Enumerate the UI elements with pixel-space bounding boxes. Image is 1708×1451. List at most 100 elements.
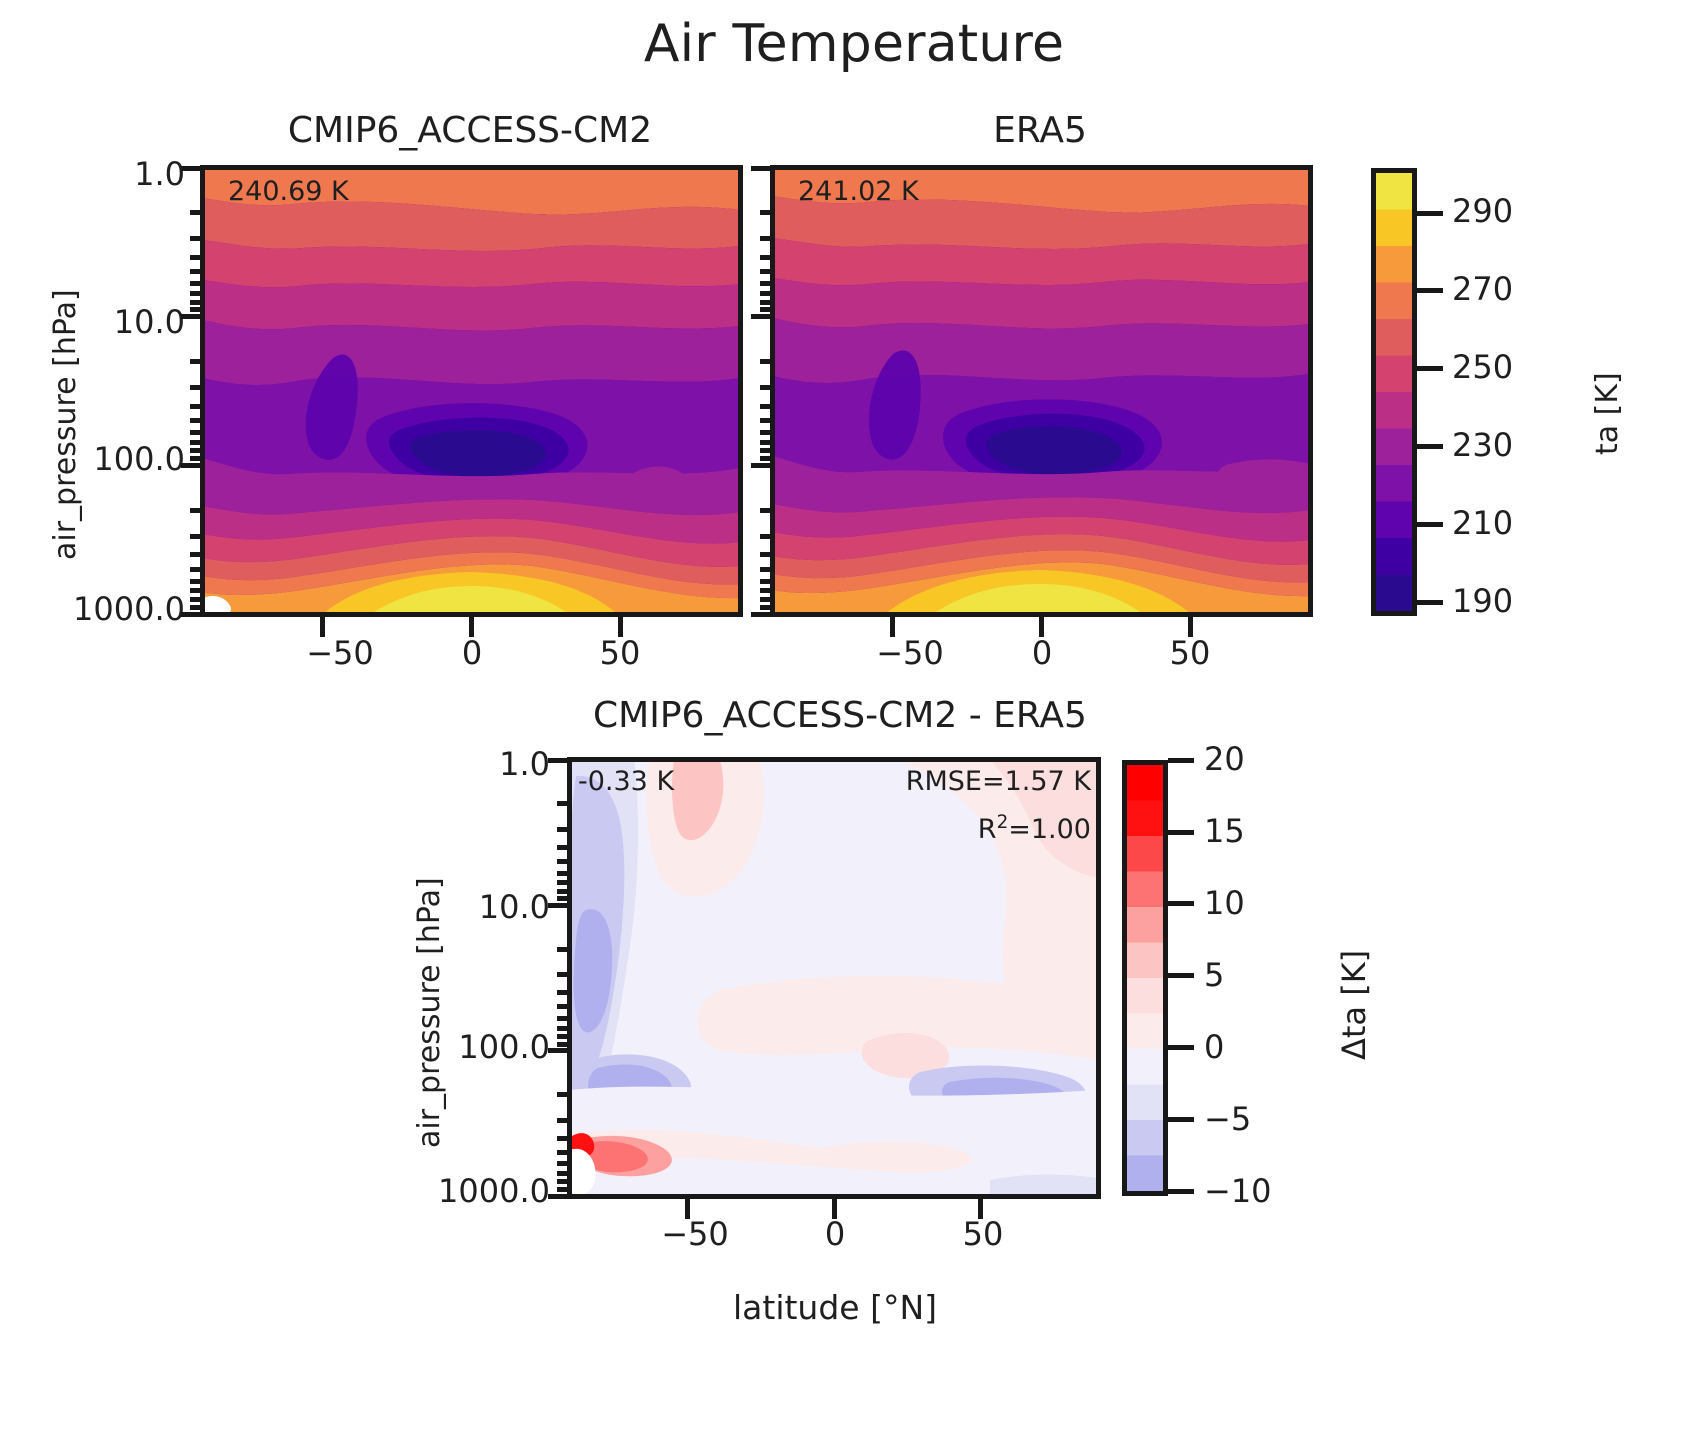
ytick-minor	[190, 597, 203, 603]
ytick-minor	[760, 210, 773, 216]
xtick-label: 50	[599, 634, 641, 672]
ytick-minor	[190, 269, 203, 275]
colorbar-tick	[1168, 1045, 1194, 1050]
colorbar-tick	[1168, 758, 1194, 763]
ytick-minor	[190, 456, 203, 462]
ytick-minor	[557, 1034, 570, 1040]
ytick-minor	[760, 403, 773, 409]
ytick-label: 10.0	[113, 303, 185, 341]
ytick-minor	[190, 307, 203, 313]
colorbar-tick	[1417, 600, 1443, 605]
plot-area-difference	[570, 760, 1098, 1196]
ytick-label: 1.0	[134, 155, 185, 193]
ytick-major	[181, 462, 203, 468]
annotation-mean-model: 240.69 K	[228, 176, 349, 207]
ytick-minor	[760, 588, 773, 594]
ytick-minor	[760, 269, 773, 275]
ytick-label: 10.0	[478, 888, 550, 926]
xtick-label: −50	[661, 1215, 729, 1253]
ytick-minor	[557, 1041, 570, 1047]
ytick-minor	[557, 1161, 570, 1167]
annotation-mean-difference: -0.33 K	[578, 766, 675, 797]
ytick-minor	[557, 1135, 570, 1141]
ytick-minor	[557, 880, 570, 886]
colorbar-tick-label: 210	[1452, 504, 1514, 542]
ytick-minor	[760, 578, 773, 584]
ytick-major	[181, 165, 203, 171]
ytick-minor	[760, 291, 773, 297]
ytick-minor	[190, 291, 203, 297]
ytick-minor	[190, 439, 203, 445]
ytick-minor	[190, 385, 203, 391]
ytick-minor	[190, 418, 203, 424]
xtick-label: −50	[306, 634, 374, 672]
colorbar-tick-label: 5	[1204, 956, 1225, 994]
ytick-minor	[557, 1091, 570, 1097]
ytick-minor	[760, 552, 773, 558]
ytick-minor	[760, 255, 773, 260]
ytick-label: 1000.0	[438, 1172, 550, 1210]
colorbar-tick	[1417, 522, 1443, 527]
ytick-minor	[557, 1015, 570, 1021]
ytick-minor	[760, 307, 773, 313]
xtick-major	[978, 1199, 984, 1219]
xtick-label: 50	[962, 1215, 1004, 1253]
ytick-minor	[190, 429, 203, 435]
colorbar-label-delta-ta: Δta [K]	[1335, 949, 1373, 1060]
colorbar-tick-label: 0	[1204, 1028, 1225, 1066]
ytick-major	[548, 757, 570, 763]
ytick-label: 1000.0	[73, 590, 185, 628]
ytick-minor	[760, 604, 773, 610]
ytick-major	[548, 1048, 570, 1054]
colorbar-tick	[1168, 830, 1194, 835]
figure-suptitle: Air Temperature	[643, 14, 1065, 74]
colorbar-delta-ta	[1122, 760, 1168, 1196]
ytick-minor	[557, 1179, 570, 1185]
ytick-major	[181, 611, 203, 617]
ytick-minor	[760, 418, 773, 424]
plot-area-reference	[773, 168, 1310, 614]
ytick-minor	[760, 439, 773, 445]
colorbar-tick	[1417, 444, 1443, 449]
colorbar-tick-label: 10	[1204, 884, 1245, 922]
xtick-major	[889, 617, 895, 637]
ytick-minor	[760, 597, 773, 603]
xtick-major	[831, 1199, 837, 1219]
panel-title-reference: ERA5	[993, 110, 1087, 151]
ytick-minor	[557, 859, 570, 865]
ytick-minor	[190, 358, 203, 364]
ytick-major	[548, 902, 570, 908]
ytick-minor	[760, 429, 773, 435]
ytick-minor	[557, 1170, 570, 1176]
ytick-minor	[190, 588, 203, 594]
ytick-minor	[190, 299, 203, 305]
ytick-major	[751, 165, 773, 171]
colorbar-tick-label: 290	[1452, 192, 1514, 230]
ylabel-model: air_pressure [hPa]	[48, 289, 83, 560]
colorbar-gradient-delta-ta	[1127, 765, 1163, 1191]
colorbar-tick-label: 190	[1452, 582, 1514, 620]
xtick-label: 0	[461, 634, 483, 672]
contour-bands-reference	[773, 168, 1310, 614]
annotation-mean-reference: 241.02 K	[798, 176, 919, 207]
ytick-minor	[557, 826, 570, 832]
ytick-label: 1.0	[499, 745, 550, 783]
colorbar-tick-label: 250	[1452, 348, 1514, 386]
ytick-minor	[190, 236, 203, 242]
ytick-minor	[760, 281, 773, 287]
xtick-label: 0	[824, 1215, 846, 1253]
ytick-minor	[190, 281, 203, 287]
ytick-minor	[190, 403, 203, 409]
colorbar-tick	[1417, 211, 1443, 216]
ytick-minor	[557, 896, 570, 902]
xtick-label: 0	[1031, 634, 1053, 672]
colorbar-tick-label: 230	[1452, 426, 1514, 464]
ytick-label: 100.0	[458, 1028, 550, 1066]
ytick-minor	[190, 552, 203, 558]
xtick-major	[469, 617, 474, 637]
ytick-major	[548, 1193, 570, 1199]
ytick-minor	[557, 1149, 570, 1155]
r-squared-exponent: 2	[996, 812, 1009, 833]
contour-canvas-reference	[773, 168, 1310, 614]
ylabel-difference: air_pressure [hPa]	[412, 877, 447, 1148]
